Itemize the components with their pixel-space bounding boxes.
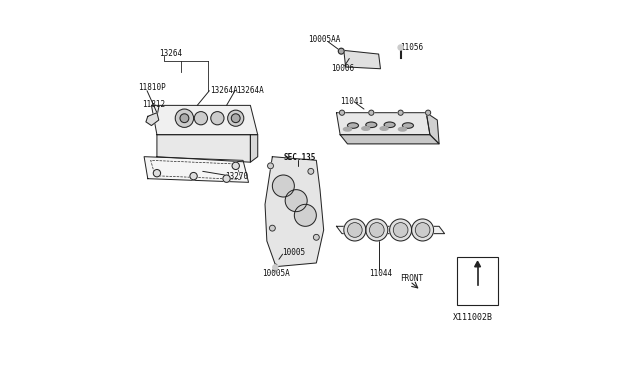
Polygon shape [144,157,248,182]
Ellipse shape [399,127,406,131]
Text: 11041: 11041 [340,97,364,106]
Text: 11056: 11056 [400,43,423,52]
Circle shape [339,110,344,115]
Circle shape [394,223,408,237]
Text: 10005: 10005 [283,248,306,257]
Ellipse shape [380,126,388,130]
Bar [458,257,498,305]
Circle shape [273,175,294,197]
Text: X111002B: X111002B [452,314,493,323]
Text: 11044: 11044 [369,269,392,278]
Circle shape [294,204,316,226]
Ellipse shape [344,127,351,131]
Polygon shape [337,226,445,234]
Circle shape [415,223,430,237]
Text: 13270: 13270 [225,171,248,181]
Ellipse shape [348,123,358,128]
Text: 10006: 10006 [331,64,354,73]
Circle shape [190,173,197,180]
Polygon shape [152,105,258,135]
Circle shape [180,114,189,123]
Text: 11810P: 11810P [139,83,166,92]
Text: 13264A: 13264A [236,86,264,95]
Polygon shape [426,113,439,144]
Circle shape [344,219,366,241]
Polygon shape [250,135,258,162]
Circle shape [223,175,230,182]
Circle shape [285,190,307,212]
Circle shape [348,223,362,237]
Text: 13270Z: 13270Z [460,293,487,302]
Circle shape [195,112,207,125]
Polygon shape [157,135,250,162]
Circle shape [269,225,275,231]
Circle shape [314,234,319,240]
Circle shape [426,110,431,115]
Circle shape [366,219,388,241]
Polygon shape [340,135,439,144]
Text: 13264: 13264 [159,49,182,58]
Text: FRONT: FRONT [401,274,424,283]
Circle shape [273,265,278,270]
Text: 10005AA: 10005AA [308,35,340,44]
Text: 10005A: 10005A [262,269,290,278]
Polygon shape [337,113,430,135]
Ellipse shape [403,123,413,128]
Ellipse shape [362,126,370,130]
Circle shape [211,112,224,125]
Circle shape [369,110,374,115]
Circle shape [339,48,344,54]
Circle shape [153,170,161,177]
Polygon shape [146,113,159,125]
Polygon shape [265,157,324,267]
Circle shape [398,45,403,50]
Circle shape [390,219,412,241]
Circle shape [369,223,384,237]
Circle shape [175,109,193,127]
Ellipse shape [384,122,395,128]
Circle shape [232,162,239,170]
Circle shape [412,219,433,241]
Circle shape [308,169,314,174]
Circle shape [268,163,273,169]
Circle shape [228,110,244,126]
Text: 11812: 11812 [142,100,165,109]
Ellipse shape [366,122,377,128]
Circle shape [231,114,240,123]
Text: 13264A: 13264A [210,86,238,95]
Polygon shape [344,51,380,69]
Circle shape [398,110,403,115]
Polygon shape [475,261,481,267]
Text: SEC.135: SEC.135 [284,153,316,162]
